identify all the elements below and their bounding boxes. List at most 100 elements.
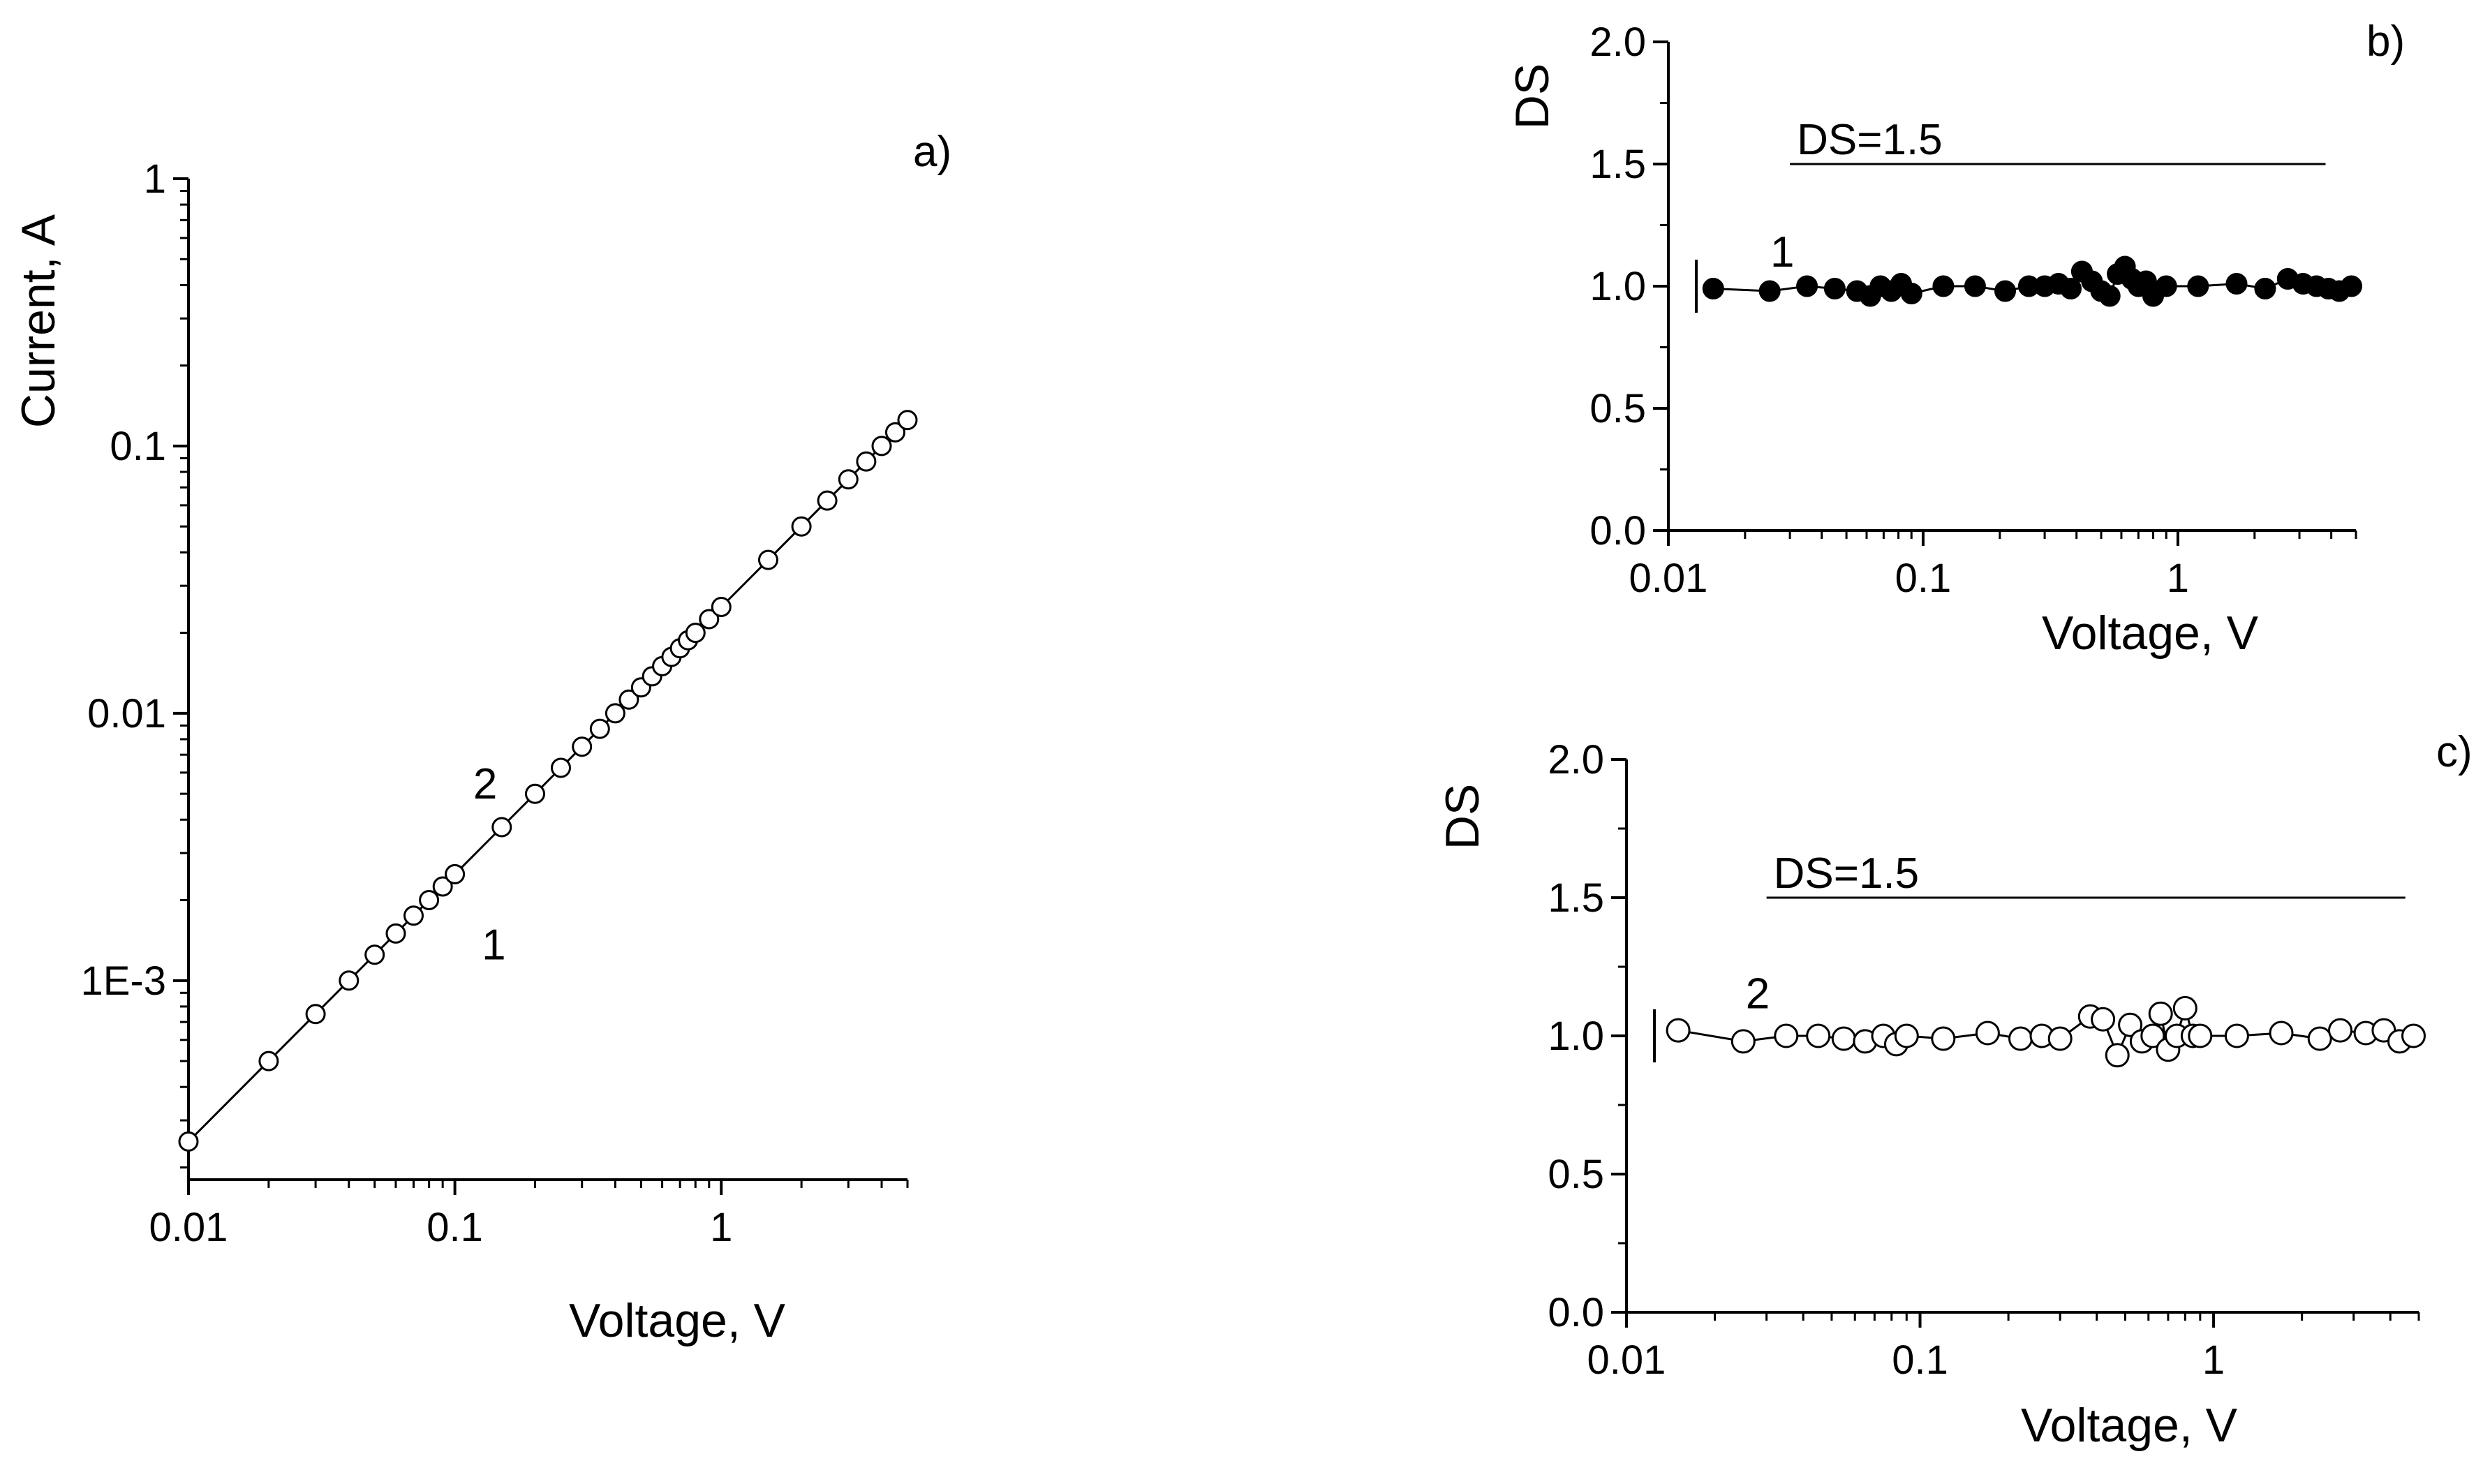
panel-c-x-ticks: 0.01 0.1 1	[1587, 1312, 2420, 1383]
panel-b-y-ticks: 0.0 0.5 1.0 1.5 2.0	[1589, 20, 1668, 554]
data-point	[1666, 1018, 1691, 1043]
data-point	[1823, 278, 1846, 299]
y-tick-label: 0.5	[1589, 386, 1646, 431]
chart-panel-c: 0.01 0.1 1 0.0 0.5 1.0 1.5 2.0 DS=1.5 c) Volta…	[1436, 728, 2473, 1452]
data-point	[1894, 1023, 1919, 1048]
data-point	[385, 923, 406, 944]
panel-c-points	[1666, 995, 2426, 1068]
data-point	[897, 410, 918, 431]
data-point	[2401, 1023, 2426, 1048]
data-point	[2098, 285, 2121, 307]
y-tick-label: 1.5	[1548, 875, 1604, 921]
data-point	[258, 1051, 279, 1071]
panel-b-curve-labels: 1	[1770, 228, 1794, 276]
y-tick-label: 0.0	[1589, 508, 1646, 554]
panel-c-y-title: DS	[1436, 784, 1489, 849]
data-point	[2254, 278, 2276, 299]
data-point	[2008, 1026, 2033, 1051]
y-tick-label: 1.5	[1589, 142, 1646, 187]
data-point	[711, 597, 732, 617]
data-point	[2105, 1043, 2130, 1068]
x-tick-label: 1	[2167, 556, 2189, 601]
data-point	[2224, 1023, 2249, 1048]
data-point	[432, 876, 453, 897]
reference-line-label: DS=1.5	[1774, 849, 1920, 898]
data-point	[885, 422, 905, 443]
x-tick-label: 0.01	[1587, 1337, 1666, 1383]
x-tick-label: 1	[2202, 1337, 2225, 1383]
data-point	[1758, 280, 1781, 302]
data-point	[1932, 275, 1955, 297]
panel-a-x-title: Voltage, V	[569, 1294, 786, 1347]
data-point	[178, 1131, 199, 1152]
data-point	[758, 549, 778, 570]
chart-panel-a: 0.01 0.1 1 1E-3 0.01 0.1 1 a) Voltage, V Curr…	[12, 128, 951, 1347]
data-point	[2307, 1026, 2332, 1051]
data-point	[2047, 1026, 2073, 1051]
x-tick-label: 0.1	[1892, 1337, 1948, 1383]
data-point	[699, 609, 720, 630]
data-point	[2269, 1021, 2294, 1046]
data-point	[1730, 1029, 1756, 1054]
data-point	[2328, 1018, 2352, 1043]
data-point	[445, 863, 466, 884]
x-tick-label: 1	[710, 1205, 732, 1250]
panel-b-x-title: Voltage, V	[2042, 607, 2259, 660]
y-tick-label: 2.0	[1548, 737, 1604, 782]
panel-a-points	[178, 410, 918, 1152]
data-point	[2172, 995, 2197, 1021]
data-point	[856, 451, 877, 472]
panel-b-y-title: DS	[1506, 64, 1559, 129]
data-point	[491, 817, 512, 838]
x-tick-label: 0.1	[427, 1205, 483, 1250]
panel-b-label: b)	[2366, 17, 2405, 66]
panel-a-label: a)	[913, 128, 951, 176]
curve-number-label: 1	[482, 921, 505, 969]
data-point	[1796, 275, 1818, 297]
data-point	[364, 944, 385, 965]
data-point	[1994, 280, 2016, 302]
data-point	[605, 703, 625, 724]
data-point	[1831, 1026, 1856, 1051]
data-point	[2091, 1007, 2116, 1032]
panel-b-points	[1702, 255, 2362, 307]
panel-c-label: c)	[2436, 728, 2473, 776]
x-tick-label: 0.1	[1895, 556, 1952, 601]
panel-a-x-ticks: 0.01 0.1 1	[149, 1180, 909, 1250]
y-tick-label: 0.01	[87, 691, 166, 736]
data-point	[305, 1004, 326, 1025]
data-point	[572, 736, 593, 757]
y-tick-label: 0.1	[110, 424, 166, 469]
data-point	[618, 689, 639, 710]
y-tick-label: 1	[144, 156, 166, 202]
x-tick-label: 0.01	[149, 1205, 228, 1250]
panel-b-reference-line: DS=1.5	[1695, 116, 2326, 313]
reference-line-label: DS=1.5	[1797, 116, 1943, 164]
chart-panel-b: 0.01 0.1 1 0.0 0.5 1.0 1.5 2.0 DS=1.5 b) Volta…	[1506, 17, 2405, 660]
data-point	[817, 490, 838, 511]
data-point	[2148, 1001, 2173, 1026]
data-point	[589, 718, 610, 739]
data-point	[2187, 275, 2209, 297]
y-tick-label: 1.0	[1548, 1014, 1604, 1059]
x-tick-label: 0.01	[1629, 556, 1708, 601]
data-point	[1774, 1023, 1799, 1048]
data-point	[2188, 1023, 2213, 1048]
data-point	[2155, 275, 2177, 297]
data-point	[525, 783, 545, 804]
data-point	[838, 469, 859, 490]
panel-c-reference-line: DS=1.5	[1653, 849, 2406, 1062]
data-point	[339, 970, 360, 991]
data-point	[403, 905, 424, 926]
data-point	[551, 757, 571, 778]
y-tick-label: 1E-3	[80, 958, 166, 1004]
panel-a-y-ticks: 1E-3 0.01 0.1 1	[80, 156, 188, 1168]
panel-a-y-title: Current, A	[12, 214, 65, 428]
y-tick-label: 0.5	[1548, 1152, 1604, 1197]
y-tick-label: 0.0	[1548, 1290, 1604, 1335]
data-point	[1931, 1026, 1956, 1051]
panel-c-curve-labels: 2	[1746, 970, 1770, 1018]
data-point	[1975, 1021, 2000, 1046]
